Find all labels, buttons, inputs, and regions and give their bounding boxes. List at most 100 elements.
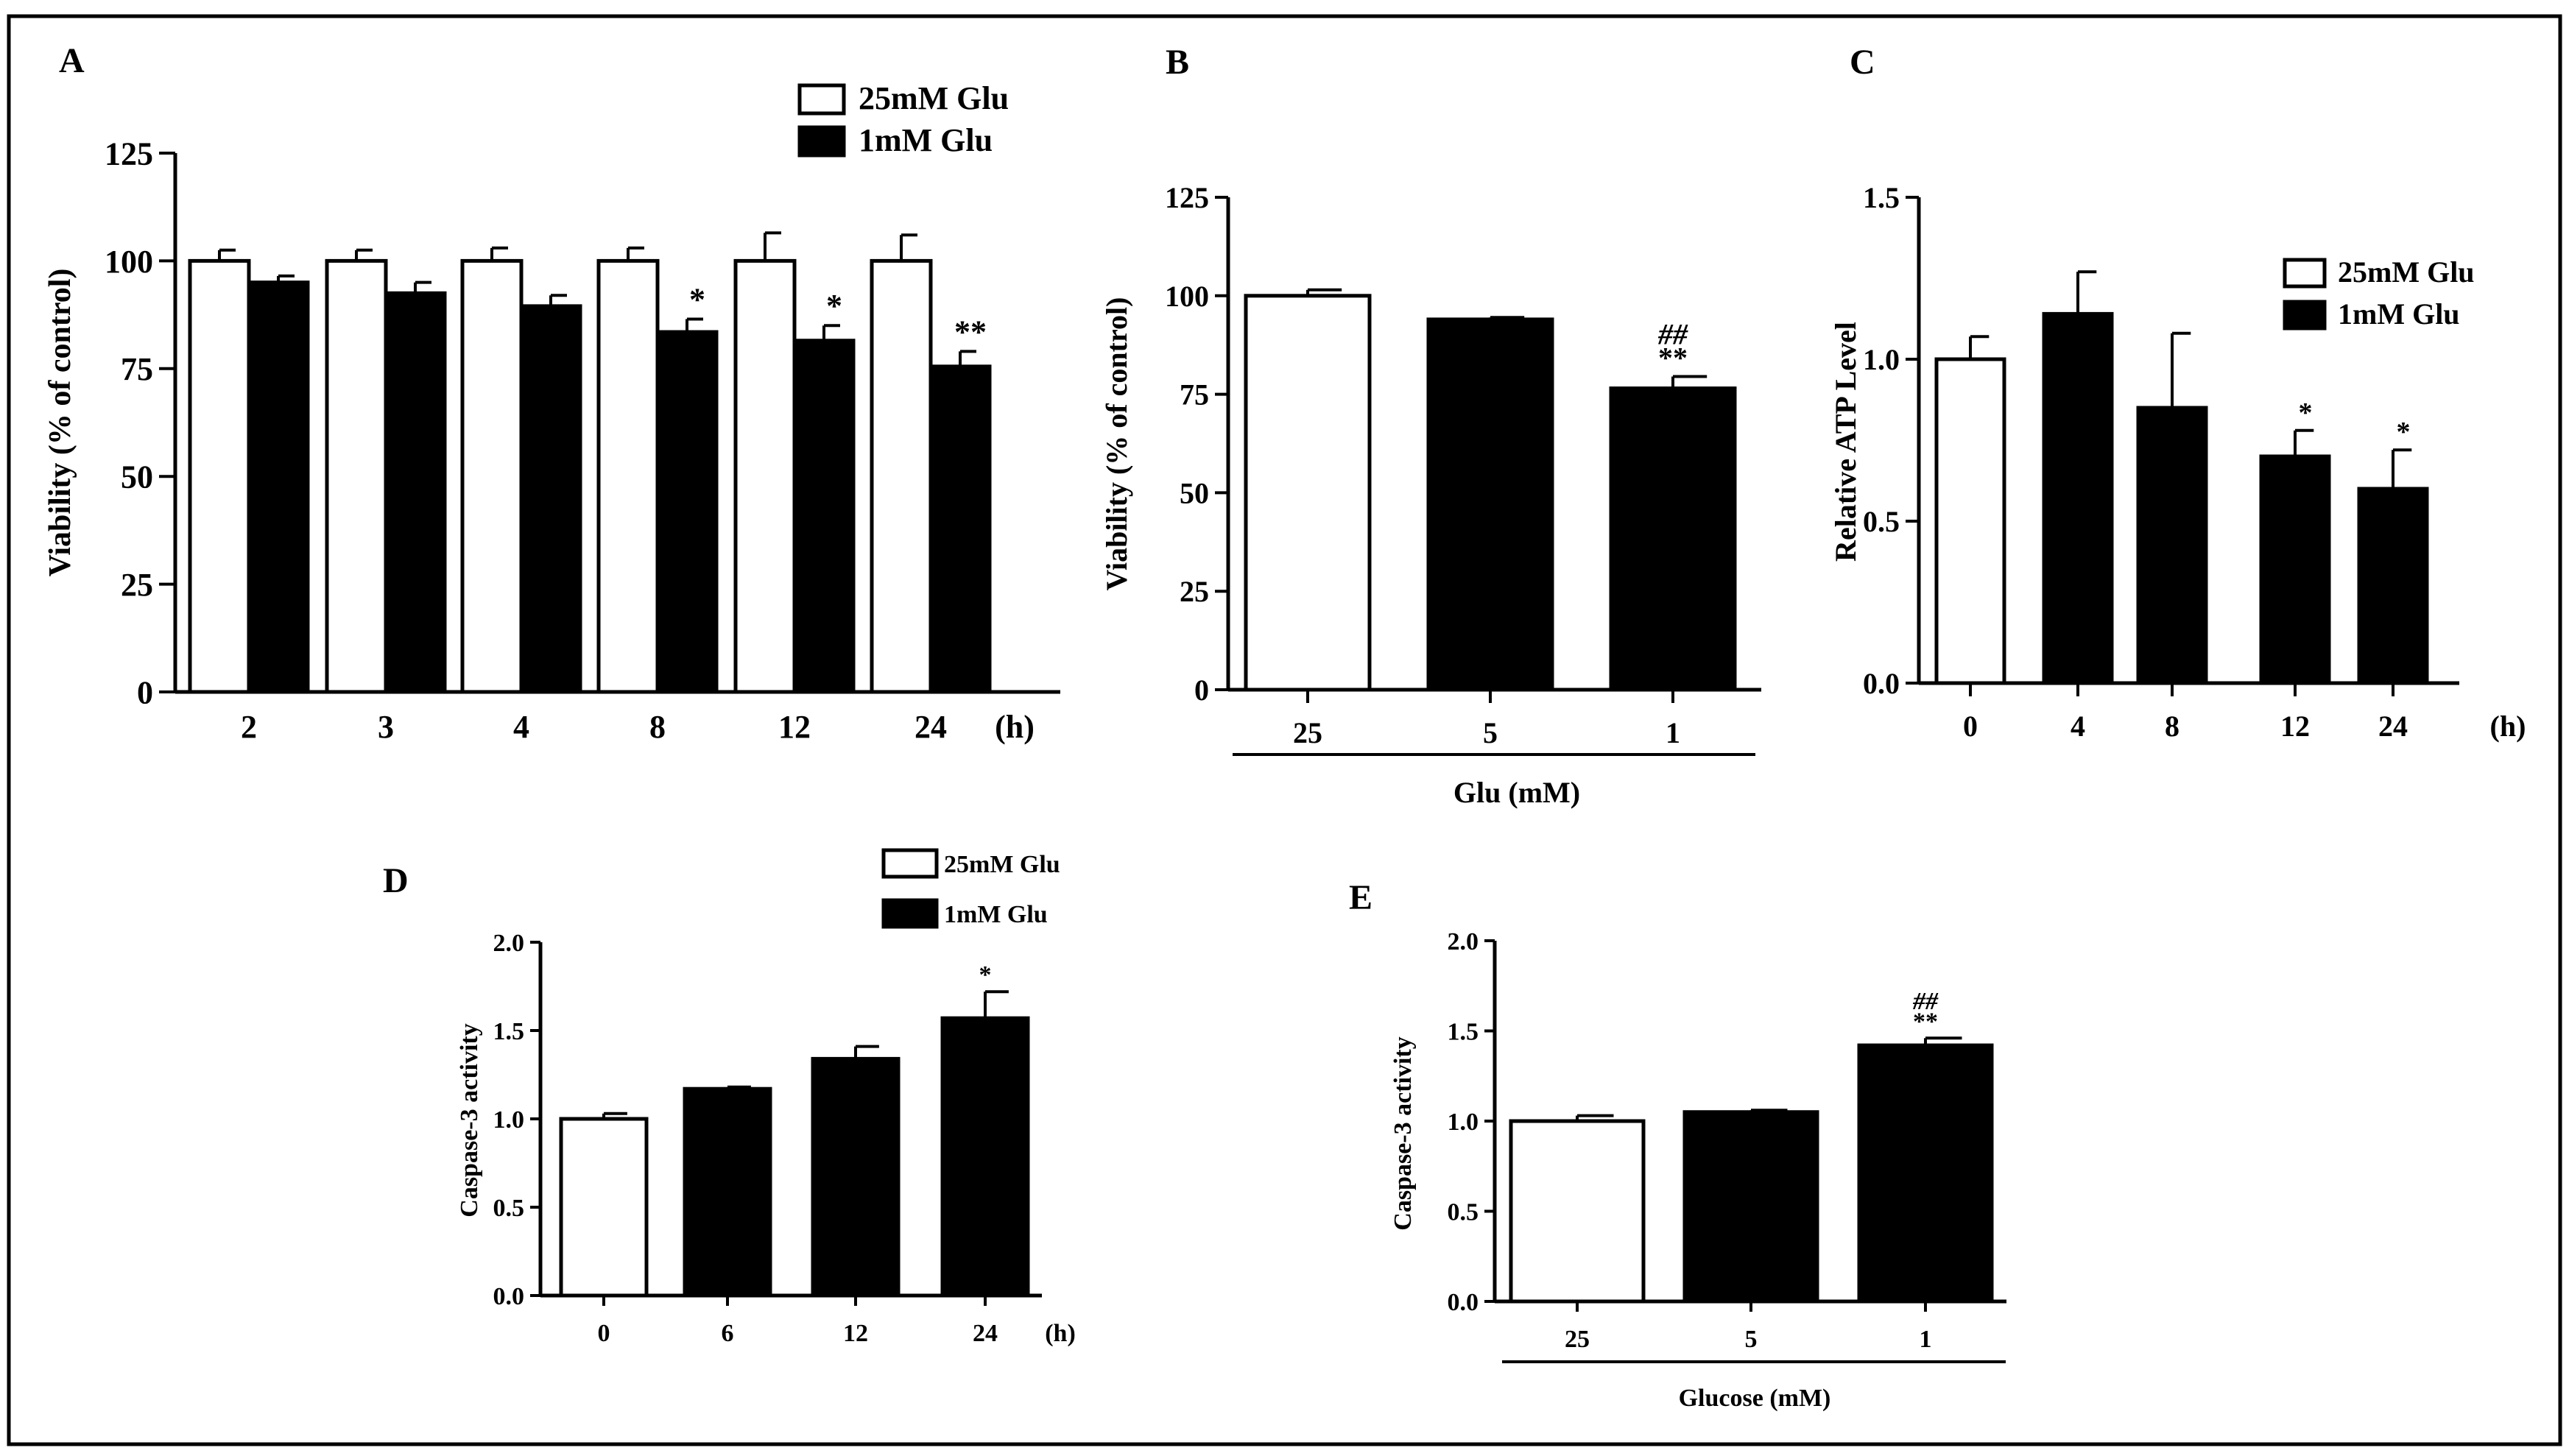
bar [1934,357,2006,685]
y-axis-label: Viability (% of control) [43,269,77,577]
panel-b: B 0 25 50 75 100 125 Viability (% of control) 25… [1100,43,1761,809]
legend-swatch [881,848,939,879]
y-tick-label: 1.5 [1863,181,1900,214]
y-tick-label: 0.0 [1448,1289,1479,1316]
x-unit-label: (h) [995,709,1035,745]
panel-e: E 0.0 0.5 1.0 1.5 2.0 Caspase-3 activity 25 5 **#… [1349,878,2006,1412]
x-tick-label: 12 [778,709,811,745]
x-tick-label: 6 [722,1320,734,1347]
bar [1244,294,1372,692]
x-tick-label: 25 [1565,1326,1590,1353]
significance-marker: * [2299,397,2313,428]
x-axis-label: Glu (mM) [1453,776,1580,809]
y-tick-label: 2.0 [1448,928,1479,955]
y-axis-label: Caspase-3 activity [1389,1036,1417,1230]
bar [188,258,251,694]
panel-label: A [59,41,85,80]
x-tick-label: 3 [378,709,394,745]
bar [2357,487,2429,685]
y-tick-label: 100 [105,244,153,280]
bar [1682,1110,1819,1304]
x-tick-label: 12 [843,1320,868,1347]
x-tick-label: 24 [2378,710,2408,743]
x-tick-label: 1 [1666,716,1680,749]
y-tick-label: 0 [137,674,153,710]
legend-label: 25mM Glu [859,80,1009,116]
y-tick-label: 1.5 [493,1018,525,1045]
bar [2259,454,2331,685]
bar [733,258,797,694]
legend-swatch [797,125,846,158]
bar [384,291,447,694]
legend-swatch [2283,258,2327,289]
bar [2136,406,2208,685]
bar [792,339,856,694]
y-tick-label: 100 [1165,280,1209,313]
legend-label: 1mM Glu [859,122,993,158]
significance-marker: * [2397,417,2411,448]
panel-a: A 0 25 50 75 100 125 Viability (% of control) 2 3… [43,41,1060,745]
significance-marker: ** [1658,342,1688,375]
bar [325,258,388,694]
x-tick-label: 1 [1920,1326,1932,1353]
legend-label: 25mM Glu [2338,255,2475,289]
y-tick-label: 25 [1180,575,1209,608]
y-tick-label: 1.0 [1863,343,1900,376]
significance-marker: ** [954,314,987,350]
x-tick-label: 8 [2165,710,2179,743]
y-tick-label: 0.0 [493,1283,525,1310]
significance-marker: * [826,288,842,324]
y-tick-label: 50 [121,459,153,495]
bar [683,1086,772,1298]
legend-swatch [2283,300,2327,331]
x-tick-label: 4 [2071,710,2085,743]
y-axis-label: Caspase-3 activity [456,1023,483,1217]
bar [1426,317,1554,692]
significance-marker-hash: ## [1912,988,1939,1015]
y-axis-label: Relative ATP Level [1829,322,1862,562]
panel-label: E [1349,878,1372,917]
panel-label: C [1850,43,1875,82]
y-tick-label: 75 [1180,378,1209,411]
bar [1609,386,1737,692]
panel-c: C 0.0 0.5 1.0 1.5 Relative ATP Level 0 4 8 * 12 * 24… [1829,43,2526,743]
x-axis-label: Glucose (mM) [1679,1385,1831,1412]
significance-marker: * [689,281,705,317]
significance-marker: * [979,961,992,989]
y-axis-label: Viability (% of control) [1100,297,1133,591]
y-tick-label: 0.5 [1863,505,1900,538]
y-tick-label: 0.5 [1448,1198,1479,1226]
significance-marker-hash: ## [1657,318,1688,351]
bar [2042,311,2114,685]
y-tick-label: 125 [105,135,153,172]
y-tick-label: 2.0 [493,930,525,957]
x-tick-label: 5 [1745,1326,1758,1353]
panel-d: D 0.0 0.5 1.0 1.5 2.0 Caspase-3 activity 0 6 12 * 2… [383,848,1076,1347]
panel-label: D [383,861,409,900]
legend-label: 1mM Glu [944,901,1048,928]
x-tick-label: 24 [973,1320,998,1347]
x-tick-label: 25 [1293,716,1322,749]
y-tick-label: 1.5 [1448,1018,1479,1045]
x-tick-label: 0 [1963,710,1978,743]
bar [519,304,582,694]
y-tick-label: 0.5 [493,1195,525,1222]
y-tick-label: 1.0 [493,1106,525,1134]
y-tick-label: 25 [121,567,153,603]
legend-label: 25mM Glu [944,851,1060,878]
y-tick-label: 75 [121,351,153,387]
panel-label: B [1166,43,1189,82]
x-tick-label: 5 [1483,716,1498,749]
x-unit-label: (h) [2490,710,2526,743]
x-tick-label: 8 [649,709,666,745]
y-tick-label: 50 [1180,476,1209,509]
x-tick-label: 12 [2280,710,2310,743]
legend-swatch [881,898,939,929]
bar [247,280,310,694]
bar [928,364,992,694]
bar [460,258,524,694]
x-tick-label: 0 [598,1320,610,1347]
bar [655,330,719,694]
